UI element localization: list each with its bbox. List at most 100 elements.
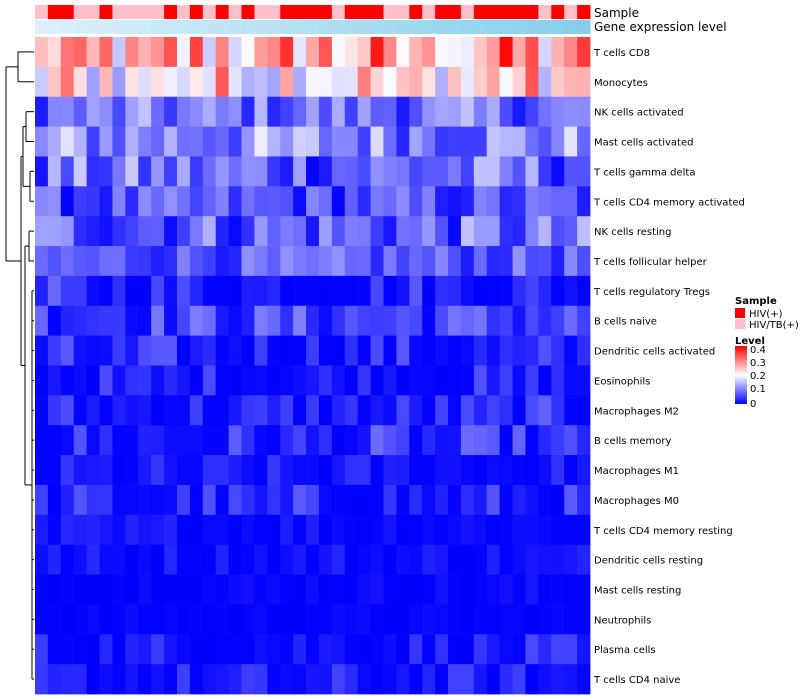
legend-swatch-hiv <box>735 308 745 318</box>
heatmap-cell <box>151 484 165 516</box>
heatmap-cell <box>435 37 449 68</box>
heatmap-cell <box>202 126 217 157</box>
heatmap-cell <box>422 37 436 68</box>
heatmap-cell <box>35 156 49 187</box>
heatmap-cell <box>486 544 501 575</box>
heatmap-cell <box>99 216 113 247</box>
heatmap-cell <box>577 395 591 426</box>
row-label: Mast cells resting <box>594 585 681 596</box>
heatmap-cell <box>73 275 88 307</box>
heatmap-cell <box>202 335 217 366</box>
heatmap-cell <box>564 305 578 337</box>
heatmap-cell <box>267 156 281 187</box>
heatmap-cell <box>151 216 165 247</box>
heatmap-cell <box>293 246 307 277</box>
heatmap-cell <box>499 634 513 665</box>
heatmap-cell <box>538 305 552 337</box>
row-label: Dendritic cells resting <box>594 556 703 567</box>
heatmap-cell <box>448 37 462 68</box>
heatmap-cell <box>86 66 100 98</box>
heatmap-cell <box>254 66 268 98</box>
heatmap-cell <box>318 66 333 98</box>
heatmap-cell <box>293 37 307 68</box>
heatmap-cell <box>409 37 423 68</box>
heatmap-cell <box>422 634 436 665</box>
heatmap-cell <box>564 574 578 605</box>
heatmap-cell <box>99 604 113 635</box>
heatmap-cell <box>164 335 178 366</box>
heatmap-cell <box>254 126 268 157</box>
heatmap-cell <box>370 634 384 665</box>
heatmap-cell <box>577 365 591 396</box>
heatmap-cell <box>499 96 513 127</box>
heatmap-cell <box>254 395 268 426</box>
heatmap-cell <box>448 395 462 426</box>
heatmap-cell <box>577 275 591 307</box>
heatmap-cell <box>538 156 552 187</box>
heatmap-cell <box>551 186 565 217</box>
heatmap-cell <box>564 275 578 307</box>
heatmap-cell <box>164 425 178 456</box>
heatmap-cell <box>473 66 488 98</box>
heatmap-cell <box>344 335 359 366</box>
heatmap-cell <box>551 484 565 516</box>
heatmap-cell <box>228 37 242 68</box>
heatmap-cell <box>551 305 565 337</box>
sample-annotation-track <box>35 5 591 19</box>
heatmap-cell <box>306 66 320 98</box>
heatmap-cell <box>512 604 526 635</box>
heatmap-cell <box>189 634 204 665</box>
heatmap-cell <box>499 305 513 337</box>
heatmap-cell <box>99 126 113 157</box>
heatmap-cell <box>409 305 423 337</box>
heatmap-cell <box>35 574 49 605</box>
heatmap-cell <box>293 335 307 366</box>
heatmap-cell <box>473 574 488 605</box>
heatmap-cell <box>538 186 552 217</box>
heatmap-cell <box>125 484 139 516</box>
heatmap-cell <box>409 186 423 217</box>
heatmap-cell <box>538 455 552 486</box>
heatmap-cell <box>564 126 578 157</box>
heatmap-cell <box>241 365 255 396</box>
heatmap-cell <box>460 275 475 307</box>
heatmap-cell <box>435 395 449 426</box>
heatmap-cell <box>564 335 578 366</box>
heatmap-cell <box>473 275 488 307</box>
heatmap-cell <box>293 66 307 98</box>
heatmap-cell <box>318 96 333 127</box>
row-label: NK cells resting <box>594 227 671 238</box>
heatmap-cell <box>60 37 75 68</box>
heatmap-cell <box>125 66 139 98</box>
heatmap-cell <box>176 66 191 98</box>
heatmap-cell <box>435 275 449 307</box>
heatmap-cell <box>151 604 165 635</box>
heatmap-cell <box>564 186 578 217</box>
heatmap-cell <box>370 156 384 187</box>
heatmap-cell <box>280 544 294 575</box>
heatmap-cell <box>499 455 513 486</box>
expression-annot-cell <box>164 20 178 34</box>
heatmap-cell <box>306 574 320 605</box>
heatmap-cell <box>241 186 255 217</box>
heatmap-cell <box>164 395 178 426</box>
heatmap-cell <box>267 455 281 486</box>
heatmap-cell <box>512 37 526 68</box>
heatmap-cell <box>357 275 371 307</box>
heatmap-cell <box>151 126 165 157</box>
heatmap-cell <box>473 335 488 366</box>
heatmap-cell <box>409 246 423 277</box>
heatmap-cell <box>138 664 152 695</box>
heatmap-cell <box>60 514 75 546</box>
sample-annot-cell <box>241 5 255 19</box>
heatmap-cell <box>344 216 359 247</box>
heatmap-cell <box>86 604 100 635</box>
level-tick: 0 <box>750 399 756 410</box>
heatmap-cell <box>35 216 49 247</box>
heatmap-cell <box>396 634 410 665</box>
heatmap-cell <box>357 484 371 516</box>
heatmap-cell <box>73 425 88 456</box>
heatmap-cell <box>189 66 204 98</box>
heatmap-cell <box>125 216 139 247</box>
